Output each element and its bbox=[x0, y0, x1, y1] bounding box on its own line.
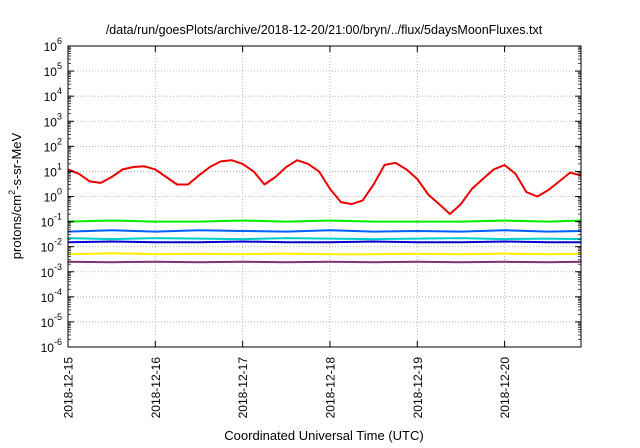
y-axis-title-base: protons/cm bbox=[9, 195, 24, 259]
y-tick-base: 10 bbox=[44, 65, 58, 79]
y-tick-label: 10-4 bbox=[41, 287, 62, 305]
y-tick-label: 100 bbox=[44, 187, 62, 205]
y-tick-base: 10 bbox=[44, 140, 58, 154]
y-tick-labels: 10610510410310210110010-110-210-310-410-… bbox=[41, 36, 62, 355]
y-tick-base: 10 bbox=[44, 90, 58, 104]
x-tick-label: 2018-12-18 bbox=[323, 357, 337, 419]
y-tick-exponent: 6 bbox=[57, 36, 62, 46]
y-tick-exponent: -4 bbox=[54, 287, 62, 297]
y-axis-title-rest: -s-sr-MeV bbox=[9, 132, 24, 189]
y-tick-base: 10 bbox=[41, 291, 55, 305]
y-tick-base: 10 bbox=[44, 40, 58, 54]
series-line-3 bbox=[67, 229, 582, 233]
x-tick-label: 2018-12-19 bbox=[411, 357, 425, 419]
y-axis-title-exp: 2 bbox=[7, 190, 17, 195]
y-tick-exponent: -1 bbox=[54, 212, 62, 222]
y-tick-label: 102 bbox=[44, 136, 62, 154]
x-tick-label: 2018-12-15 bbox=[62, 357, 76, 419]
x-axis-title: Coordinated Universal Time (UTC) bbox=[224, 428, 423, 443]
y-tick-exponent: 4 bbox=[57, 86, 62, 96]
y-tick-base: 10 bbox=[41, 316, 55, 330]
y-tick-exponent: 5 bbox=[57, 61, 62, 71]
x-tick-label: 2018-12-17 bbox=[236, 357, 250, 419]
y-tick-label: 10-5 bbox=[41, 312, 62, 330]
y-tick-base: 10 bbox=[41, 266, 55, 280]
series-line-4 bbox=[67, 237, 582, 241]
y-tick-label: 10-3 bbox=[41, 262, 62, 280]
x-tick-label: 2018-12-20 bbox=[498, 357, 512, 419]
y-tick-label: 10-1 bbox=[41, 212, 62, 230]
y-tick-base: 10 bbox=[41, 241, 55, 255]
y-axis-title: protons/cm2-s-sr-MeV bbox=[7, 132, 24, 259]
y-tick-label: 10-6 bbox=[41, 337, 62, 355]
x-tick-labels: 2018-12-15 2018-12-16 2018-12-17 2018-12-18… bbox=[62, 357, 513, 419]
y-tick-base: 10 bbox=[44, 191, 58, 205]
series-line-1 bbox=[67, 159, 582, 215]
y-tick-label: 106 bbox=[44, 36, 62, 54]
y-tick-base: 10 bbox=[44, 115, 58, 129]
y-tick-base: 10 bbox=[41, 216, 55, 230]
y-tick-exponent: -3 bbox=[54, 262, 62, 272]
y-tick-exponent: 1 bbox=[57, 161, 62, 171]
y-tick-label: 101 bbox=[44, 161, 62, 179]
y-tick-label: 104 bbox=[44, 86, 62, 104]
x-tick-label: 2018-12-16 bbox=[149, 357, 163, 419]
series-lines bbox=[67, 159, 582, 264]
series-line-5 bbox=[67, 240, 581, 244]
grid-lines bbox=[68, 46, 581, 347]
y-tick-exponent: -5 bbox=[54, 312, 62, 322]
axis-ticks bbox=[67, 45, 581, 348]
y-tick-exponent: -6 bbox=[54, 337, 62, 347]
series-line-6 bbox=[67, 252, 582, 256]
y-tick-label: 10-2 bbox=[41, 237, 62, 255]
y-tick-exponent: 2 bbox=[57, 136, 62, 146]
y-tick-exponent: -2 bbox=[54, 237, 62, 247]
y-tick-exponent: 0 bbox=[57, 187, 62, 197]
y-tick-base: 10 bbox=[41, 341, 55, 355]
chart-title: /data/run/goesPlots/archive/2018-12-20/2… bbox=[106, 23, 543, 37]
y-tick-base: 10 bbox=[44, 165, 58, 179]
y-tick-exponent: 3 bbox=[57, 111, 62, 121]
series-line-2 bbox=[67, 219, 582, 223]
y-tick-label: 103 bbox=[44, 111, 62, 129]
y-tick-label: 105 bbox=[44, 61, 62, 79]
